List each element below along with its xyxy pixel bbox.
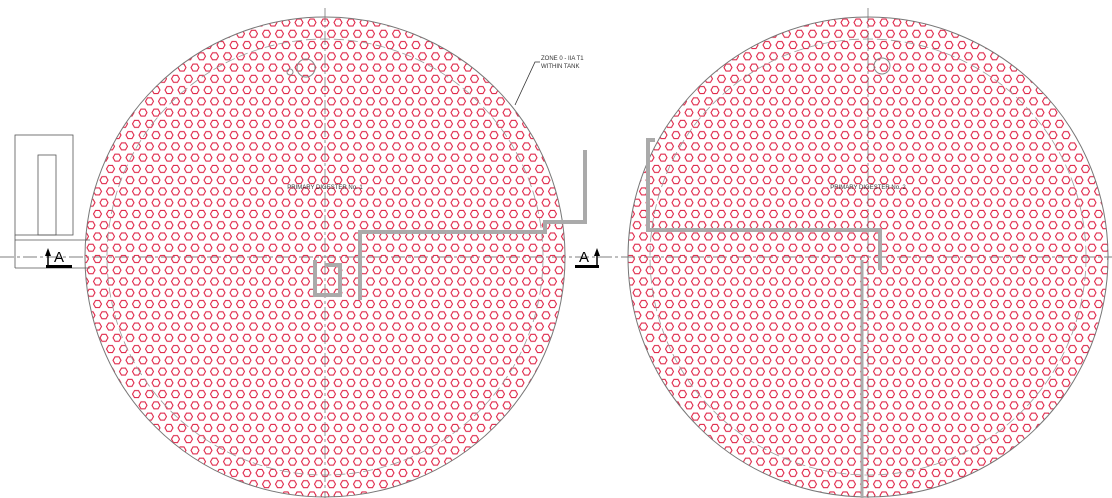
tank-label: PRIMARY DIGESTER No. 1 [287,185,363,191]
annotation: ZONE 0 - IIA T1 [541,56,584,62]
leader [514,61,540,106]
section-label: A [579,249,589,266]
tank-label: PRIMARY DIGESTER No. 2 [830,185,906,191]
tank [627,8,1109,498]
section-mark: A [45,248,72,268]
section-mark: A [575,248,600,268]
tank [84,8,587,498]
stair [14,134,90,269]
annotation: WITHIN TANK [541,64,579,70]
section-label: A [54,249,64,266]
